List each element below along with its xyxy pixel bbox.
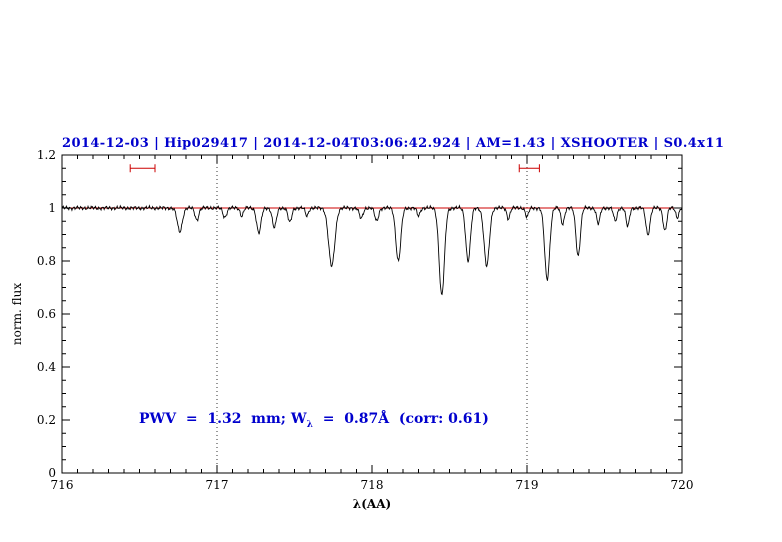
x-tick-label: 718 [361, 478, 384, 492]
spectrum-line [61, 204, 683, 296]
y-axis-label: norm. flux [10, 282, 24, 346]
interval-markers [129, 164, 540, 173]
pwv-annotation-part1: PWV = 1.32 mm; W [139, 411, 307, 427]
x-tick-label: 716 [51, 478, 74, 492]
pwv-annotation: PWV = 1.32 mm; Wλ = 0.87Å (corr: 0.61) [139, 411, 489, 430]
y-tick-label: 0.8 [37, 254, 56, 268]
y-tick-labels: 0 0.2 0.4 0.6 0.8 1 1.2 [37, 148, 56, 480]
x-axis-label: λ(AA) [352, 497, 392, 511]
x-tick-label: 717 [206, 478, 229, 492]
pwv-annotation-sub: λ [306, 418, 313, 430]
y-tick-label: 1 [48, 201, 56, 215]
x-tick-labels: 716 717 718 719 720 [51, 478, 694, 492]
pwv-annotation-part2: = 0.87Å (corr: 0.61) [312, 411, 489, 427]
axis-ticks [61, 154, 683, 474]
y-tick-label: 0.4 [37, 360, 56, 374]
interval-marker [518, 164, 540, 173]
y-tick-label: 1.2 [37, 148, 56, 162]
x-tick-label: 720 [671, 478, 694, 492]
y-tick-label: 0.6 [37, 307, 56, 321]
x-tick-label: 719 [516, 478, 539, 492]
y-tick-label: 0 [48, 466, 56, 480]
figure-title: 2014-12-03 | Hip029417 | 2014-12-04T03:0… [62, 136, 725, 151]
interval-marker [129, 164, 156, 173]
y-tick-label: 0.2 [37, 413, 56, 427]
